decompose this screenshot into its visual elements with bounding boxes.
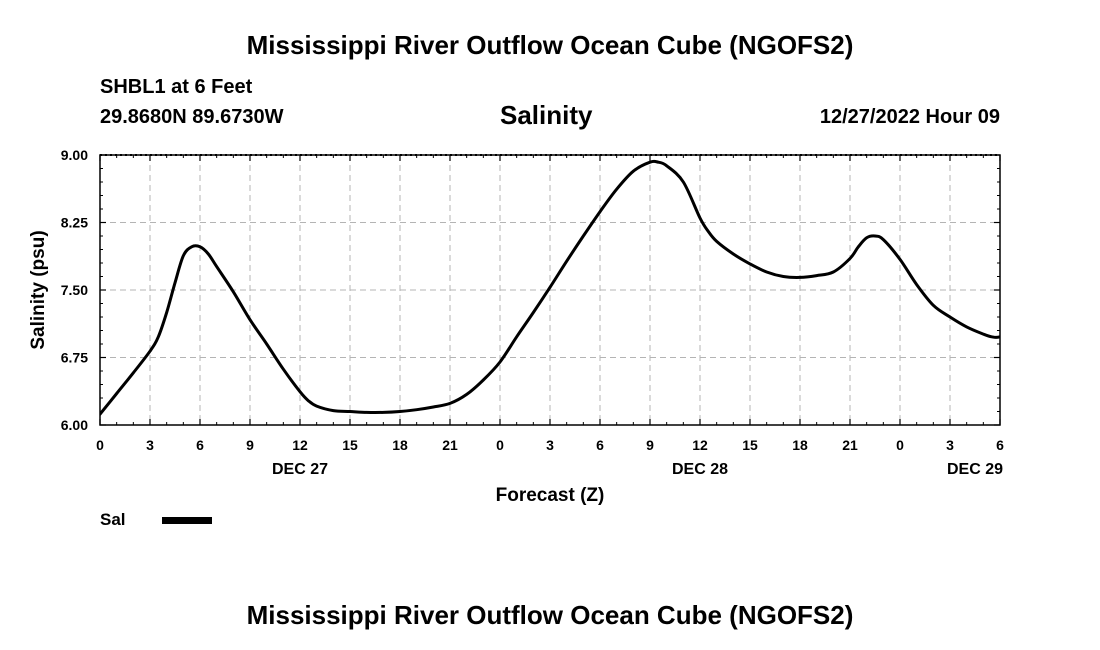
x-tick-label: 6 [996, 437, 1004, 453]
x-date-label: DEC 28 [672, 461, 728, 478]
x-tick-label: 0 [496, 437, 504, 453]
series-layer [100, 159, 1000, 416]
y-axis-title: Salinity (psu) [28, 230, 49, 349]
plot-frame [99, 154, 1001, 426]
x-tick-label: 0 [896, 437, 904, 453]
x-tick-label: 15 [742, 437, 758, 453]
y-tick-label: 9.00 [61, 147, 88, 163]
station-label: SHBL1 at 6 Feet [100, 76, 253, 98]
x-tick-label: 18 [792, 437, 808, 453]
footer-title: Mississippi River Outflow Ocean Cube (NG… [246, 600, 854, 630]
x-tick-label: 3 [146, 437, 154, 453]
x-tick-label: 3 [946, 437, 954, 453]
x-tick-label: 12 [692, 437, 708, 453]
x-tick-label: 9 [646, 437, 654, 453]
grid-lines [100, 155, 1000, 425]
x-date-label: DEC 29 [947, 461, 1003, 478]
x-tick-label: 21 [842, 437, 858, 453]
legend-label-sal: Sal [100, 510, 126, 529]
variable-title: Salinity [500, 100, 593, 130]
y-tick-label: 7.50 [61, 282, 88, 298]
legend-swatch-sal [162, 517, 212, 524]
x-tick-label: 21 [442, 437, 458, 453]
y-tick-label: 6.75 [61, 350, 88, 366]
y-tick-label: 6.00 [61, 417, 88, 433]
axis-labels: 0 3 6 9 12 15 18 21 0 3 6 9 12 15 18 21 0 3 6 6.00 6.75 7.50 8… [28, 147, 1004, 506]
x-tick-label: 6 [596, 437, 604, 453]
station-coordinates: 29.8680N 89.6730W [100, 106, 284, 128]
x-tick-label: 18 [392, 437, 408, 453]
forecast-timestamp: 12/27/2022 Hour 09 [819, 106, 1000, 128]
x-date-label: DEC 27 [272, 461, 328, 478]
chart-title: Mississippi River Outflow Ocean Cube (NG… [246, 30, 854, 60]
x-tick-label: 9 [246, 437, 254, 453]
x-axis-title: Forecast (Z) [496, 485, 605, 506]
x-tick-label: 12 [292, 437, 308, 453]
x-tick-label: 3 [546, 437, 554, 453]
x-tick-label: 0 [96, 437, 104, 453]
y-tick-label: 8.25 [61, 215, 88, 231]
series-line-sal [100, 159, 1000, 416]
x-tick-label: 6 [196, 437, 204, 453]
x-tick-label: 15 [342, 437, 358, 453]
